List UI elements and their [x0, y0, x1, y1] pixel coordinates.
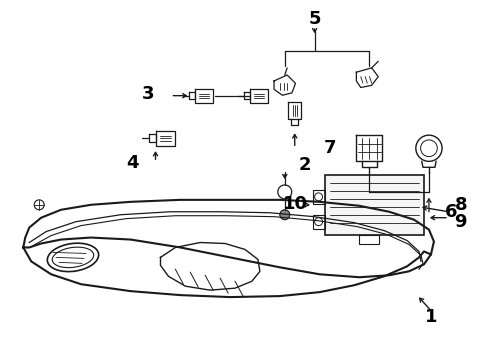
- Text: 2: 2: [298, 156, 311, 174]
- Text: 1: 1: [425, 308, 437, 326]
- Text: 10: 10: [283, 195, 308, 213]
- Text: 5: 5: [308, 10, 321, 28]
- Text: 6: 6: [444, 203, 457, 221]
- Text: 8: 8: [454, 196, 467, 214]
- Circle shape: [280, 210, 290, 220]
- FancyBboxPatch shape: [324, 175, 424, 235]
- Text: 7: 7: [323, 139, 336, 157]
- Text: 9: 9: [455, 213, 467, 231]
- Text: 3: 3: [142, 85, 155, 103]
- Text: 4: 4: [126, 154, 139, 172]
